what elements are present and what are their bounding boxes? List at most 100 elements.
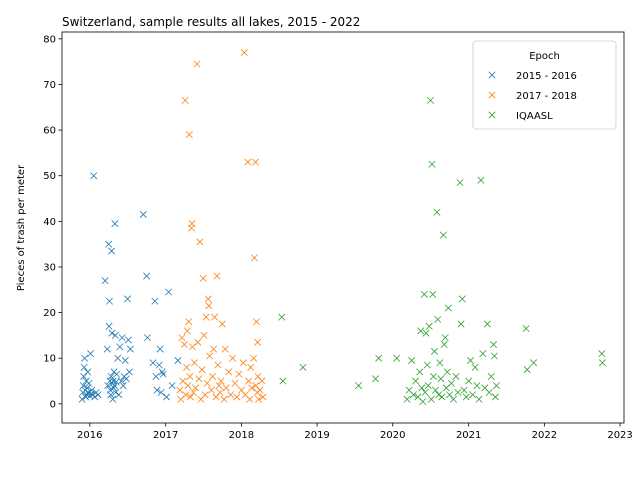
data-point [110,382,118,390]
data-point [149,359,157,367]
data-point [429,372,437,380]
data-point [104,382,112,390]
data-point [419,398,427,406]
data-point [598,359,606,367]
data-point [452,372,460,380]
legend-box [472,40,617,130]
data-point [233,393,241,401]
data-point [143,334,151,342]
data-point [355,382,363,390]
data-point [185,318,193,326]
data-point [454,388,462,396]
data-point [203,379,211,387]
data-point [180,341,188,349]
data-point [163,393,171,401]
data-point [122,375,130,383]
legend-marker [488,111,496,119]
data-point [465,377,473,385]
data-point [200,331,208,339]
plot-frame [61,31,625,424]
data-point [139,211,147,218]
data-point [239,359,247,367]
data-point [198,366,206,374]
data-point [103,345,111,353]
data-point [83,384,91,392]
data-point [522,325,530,333]
data-point [530,359,538,367]
data-point [210,345,218,353]
data-point [438,393,446,401]
data-point [111,331,119,339]
data-point [471,363,479,371]
data-point [108,247,116,255]
data-point [221,345,229,353]
data-point [375,354,383,362]
data-point [115,391,123,399]
data-point [220,395,228,403]
data-point [256,386,264,394]
data-point [491,393,499,401]
data-point [208,386,216,394]
y-tick-label: 20 [43,308,56,319]
data-point [117,377,125,385]
data-point [80,363,88,371]
data-point [105,240,113,248]
data-point [492,382,500,390]
data-point [218,320,226,328]
data-point [441,334,449,342]
data-point [87,350,95,358]
data-point [189,388,197,396]
data-point [143,272,151,280]
data-point [440,341,448,349]
y-tick-label: 0 [50,399,56,410]
data-point [240,49,248,57]
data-point [106,297,113,305]
data-point [250,254,258,262]
data-point [439,231,447,239]
data-point [124,336,132,344]
data-point [192,384,200,392]
data-point [475,395,483,403]
data-point [428,160,436,168]
legend-marker [488,91,496,99]
data-point [456,179,464,187]
data-point [417,327,425,335]
data-point [113,370,121,378]
data-point [250,354,258,362]
data-point [196,238,204,246]
data-point [121,357,129,364]
data-point [479,350,487,358]
data-point [418,384,426,392]
data-point [244,158,252,166]
data-point [212,393,220,401]
data-point [178,334,186,342]
data-point [437,375,445,383]
data-point [235,370,243,378]
data-point [436,359,444,367]
legend-label: 2017 - 2018 [516,91,577,102]
data-point [85,379,93,387]
data-point [254,372,262,380]
legend-marker [488,71,496,79]
data-point [490,341,498,349]
data-point [183,327,191,335]
data-point [253,318,261,326]
data-point [403,395,411,403]
data-point [467,357,475,364]
y-tick-label: 50 [43,171,56,182]
data-point [444,304,452,312]
data-point [435,391,443,399]
data-point [458,295,466,303]
points-layer [78,49,606,406]
data-point [447,379,455,387]
data-point [222,384,230,392]
data-point [155,361,163,369]
x-tick-label: 2017 [153,430,178,441]
data-point [424,382,432,390]
data-point [80,372,88,380]
data-point [487,372,495,380]
data-point [110,384,118,392]
x-tick-label: 2019 [304,430,329,441]
data-point [118,334,126,342]
x-tick-label: 2020 [380,430,405,441]
